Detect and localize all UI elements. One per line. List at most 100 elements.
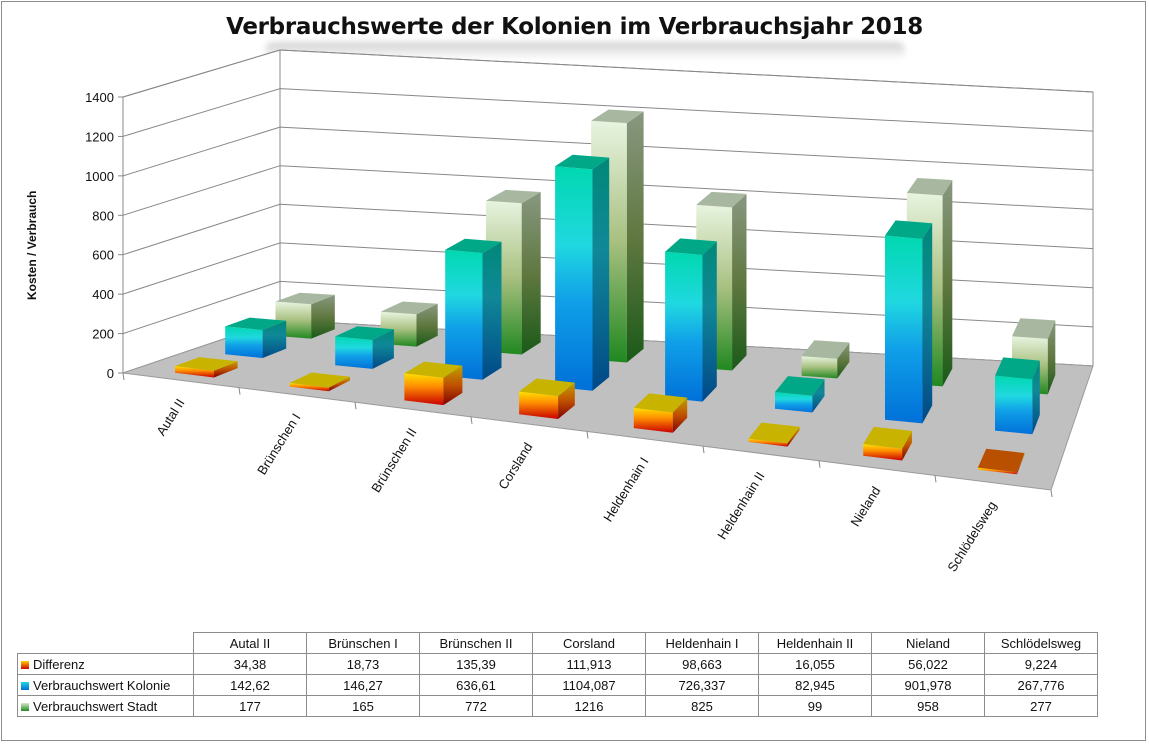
bar-top-face [275, 292, 335, 305]
x-tick-label: Nieland [847, 484, 883, 529]
bar-top-face [555, 154, 610, 170]
data-table-row: Differenz 34,38 18,73 135,39 111,913 98,663 16… [17, 653, 1098, 675]
bar-side-face [311, 294, 335, 339]
legend-key-icon [21, 702, 29, 711]
bar-differenz [404, 361, 463, 406]
data-table-cell: 18,73 [306, 653, 420, 675]
bar-front-face [775, 392, 813, 413]
data-table-corner [17, 632, 194, 654]
x-tick-label: Corsland [495, 440, 535, 492]
bar-side-face [416, 303, 438, 347]
bar-top-face [995, 357, 1040, 380]
bar-top-face [696, 191, 747, 208]
data-table-cell: 177 [193, 695, 307, 717]
x-tick [934, 475, 937, 483]
data-table-column-header: Brünschen II [419, 632, 533, 654]
data-table-column-header: Heldenhain I [645, 632, 759, 654]
bar-top-face [665, 238, 717, 255]
legend-key-icon [21, 681, 29, 690]
data-table-cell: 135,39 [419, 653, 533, 675]
data-table-cell: 958 [871, 695, 985, 717]
bar-verbrauchswert-kolonie [775, 376, 825, 413]
bar-side-face [812, 379, 825, 413]
bar-top-face [748, 422, 800, 444]
bar-side-face [482, 241, 502, 380]
bar-side-face [372, 329, 394, 369]
x-tick-label: Autal II [153, 396, 187, 438]
gridline [122, 280, 1094, 335]
legend-entry: Verbrauchswert Kolonie [17, 674, 194, 696]
bar-side-face [902, 430, 912, 461]
bar-side-face [626, 111, 644, 363]
x-tick [354, 402, 357, 410]
bar-top-face [335, 326, 394, 340]
data-table-cell: 636,61 [419, 674, 533, 696]
bar-front-face [335, 336, 373, 369]
bar-side-face [262, 320, 287, 358]
x-tick [586, 431, 589, 439]
y-tick-label: 200 [92, 327, 114, 342]
bar-top-face [1012, 318, 1056, 339]
y-tick-label: 400 [92, 287, 114, 302]
data-table-column-header: Schlödelsweg [984, 632, 1098, 654]
bar-verbrauchswert-stadt [485, 189, 541, 355]
bar-front-face [801, 356, 838, 379]
bar-verbrauchswert-kolonie [335, 326, 394, 369]
data-table-cell: 901,978 [871, 674, 985, 696]
bar-verbrauchswert-stadt [380, 301, 438, 347]
bar-top-face [485, 189, 541, 204]
y-axis-ticks: 0 200 400 600 800 1000 1200 1400 [85, 90, 123, 381]
legend-label: Verbrauchswert Stadt [33, 698, 158, 714]
data-table-column-header: Autal II [193, 632, 307, 654]
x-tick-label: Brünschen I [254, 411, 303, 478]
y-tick-label: 800 [92, 208, 114, 223]
bar-front-face [555, 166, 593, 391]
y-tick-label: 600 [92, 248, 114, 263]
data-table-cell: 9,224 [984, 653, 1098, 675]
bar-front-face [885, 235, 923, 424]
bar-front-face [977, 467, 1017, 475]
gridline [122, 88, 1094, 137]
data-table-column-header: Corsland [532, 632, 646, 654]
bar-side-face [443, 365, 463, 406]
bar-side-face [922, 223, 933, 424]
bar-top-face [633, 393, 688, 413]
bar-top-face [591, 109, 644, 124]
bar-side-face [702, 241, 717, 402]
bar-verbrauchswert-kolonie [555, 154, 610, 391]
bar-verbrauchswert-stadt [801, 340, 850, 379]
y-tick-label: 1000 [85, 169, 114, 184]
data-table-cell: 146,27 [306, 674, 420, 696]
bar-front-face [289, 382, 329, 392]
data-table-cell: 277 [984, 695, 1098, 717]
bar-verbrauchswert-kolonie [225, 317, 287, 358]
chart-plot: 0 200 400 600 800 1000 1200 1400 Autal II Brünsc… [85, 49, 1094, 574]
data-table: Autal II Brünschen I Brünschen II Corsland H… [17, 632, 1098, 717]
bar-front-face [519, 391, 559, 419]
bar-side-face [787, 426, 800, 447]
data-table-cell: 1104,087 [532, 674, 646, 696]
data-table-header: Autal II Brünschen I Brünschen II Corsland H… [17, 632, 1098, 654]
bar-front-face [633, 407, 673, 433]
x-tick-label: Brünschen II [368, 425, 419, 495]
title-shadow [265, 42, 905, 60]
bar-top-face [380, 301, 438, 315]
x-tick [470, 416, 473, 424]
bar-differenz [748, 422, 800, 447]
legend-label: Verbrauchswert Kolonie [33, 677, 171, 693]
data-table-cell: 267,776 [984, 674, 1098, 696]
bar-top-face [863, 426, 912, 449]
bar-differenz [863, 426, 912, 461]
bar-side-face [592, 157, 610, 391]
gridline [122, 242, 1094, 295]
bar-side-face [942, 180, 953, 387]
bar-top-face [289, 372, 350, 388]
gridline [122, 203, 1094, 256]
bar-top-face [906, 178, 953, 196]
bar-front-face [445, 249, 483, 380]
bar-top-face [885, 220, 933, 239]
data-table-cell: 142,62 [193, 674, 307, 696]
bar-front-face [404, 373, 444, 406]
data-table-cell: 56,022 [871, 653, 985, 675]
bar-top-face [404, 361, 463, 378]
